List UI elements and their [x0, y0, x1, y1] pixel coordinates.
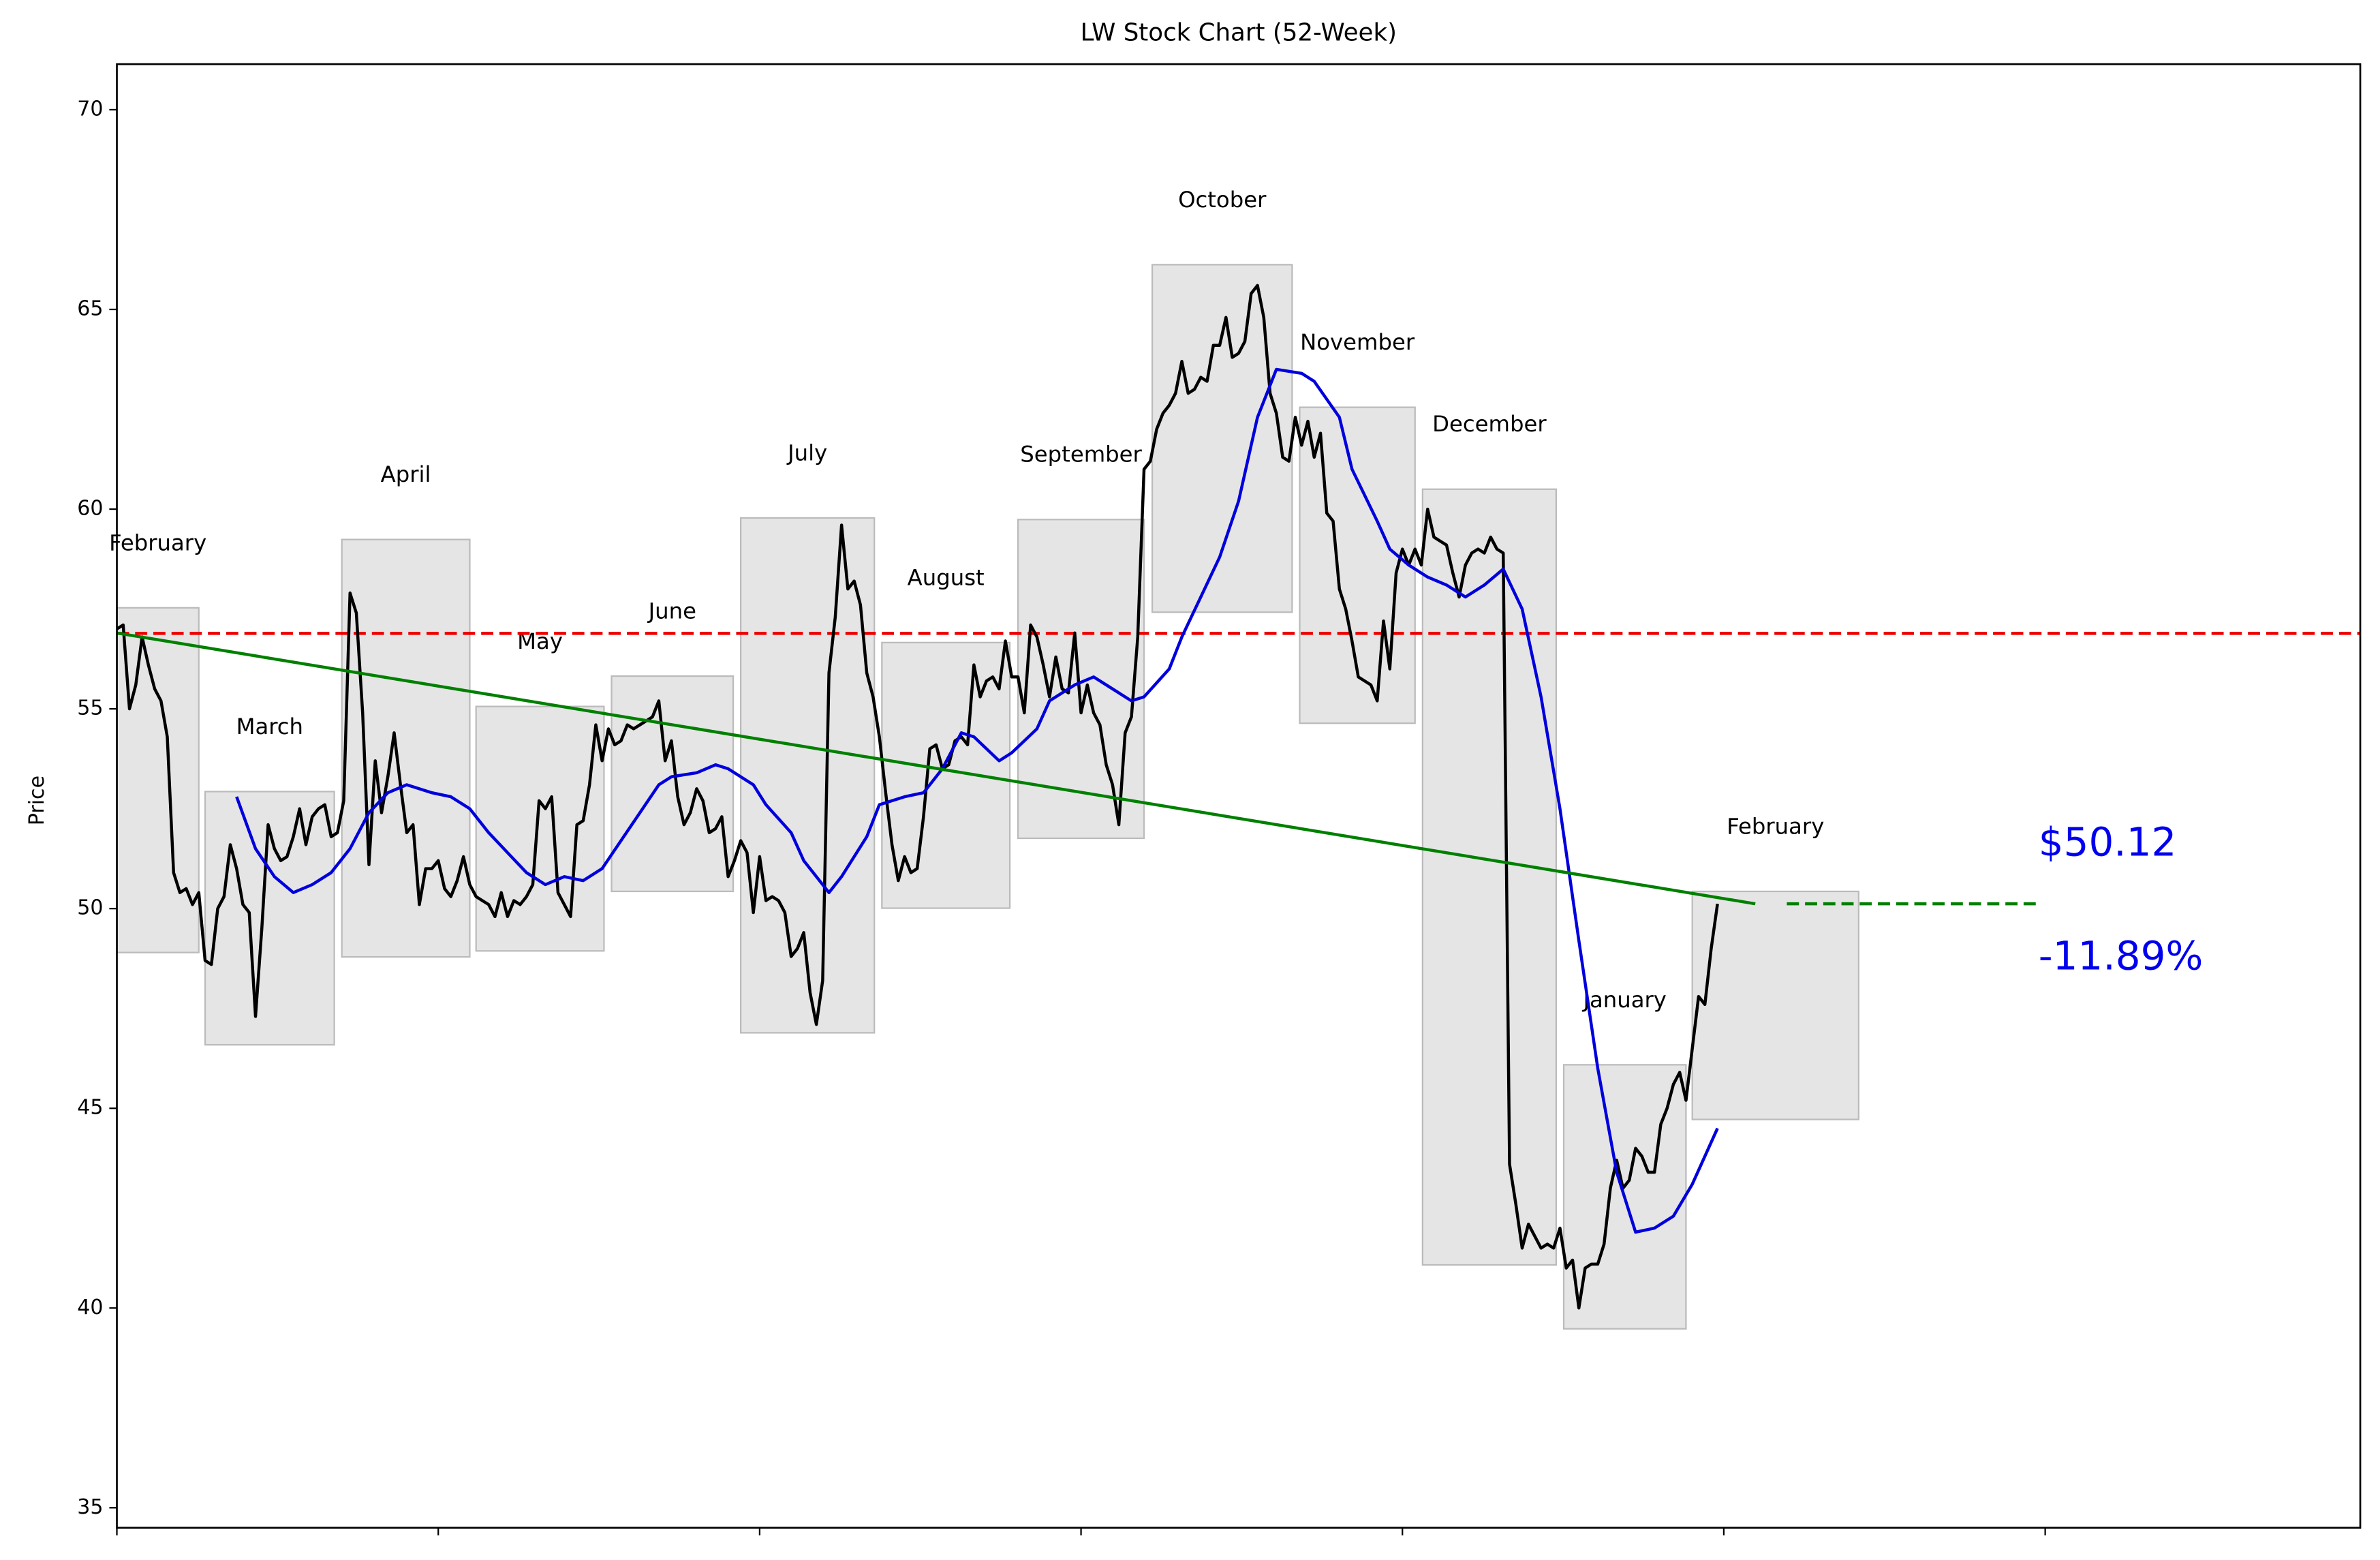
month-label: June	[647, 598, 696, 624]
month-box	[1017, 519, 1145, 840]
y-tick-label: 55	[77, 697, 103, 720]
month-box	[1421, 488, 1558, 1266]
price-line	[235, 367, 1719, 1234]
y-tick-label: 40	[77, 1296, 103, 1319]
month-label: December	[1432, 411, 1547, 437]
month-box	[611, 675, 735, 893]
price-line	[116, 284, 1719, 1310]
month-label: September	[1020, 442, 1142, 468]
price-label: $50.12	[2039, 819, 2177, 865]
month-boxes: FebruaryMarchAprilMayJuneJulyAugustSepte…	[109, 187, 1859, 1330]
y-tick-label: 70	[77, 97, 103, 121]
y-tick-label: 35	[77, 1495, 103, 1519]
month-box	[740, 517, 876, 1034]
y-tick-label: 45	[77, 1096, 103, 1120]
plot-lines	[116, 284, 2361, 1310]
y-tick-label: 65	[77, 297, 103, 321]
month-label: August	[908, 564, 985, 590]
month-label: July	[786, 440, 827, 465]
plot-frame	[116, 63, 2362, 1529]
y-tick-label: 50	[77, 896, 103, 920]
month-label: April	[381, 461, 431, 487]
month-label: March	[236, 714, 303, 739]
change-label: -11.89%	[2039, 932, 2204, 979]
month-box	[1151, 264, 1293, 613]
month-box	[116, 607, 200, 953]
axes: 35 40 45 50 55 60 65 70	[77, 63, 2362, 1535]
chart-title: LW Stock Chart (52-Week)	[1081, 19, 1397, 47]
trend-line	[117, 631, 1756, 906]
month-label: October	[1178, 187, 1267, 213]
month-label: February	[1727, 813, 1824, 839]
month-label: November	[1300, 329, 1415, 355]
y-axis-label: Price	[25, 776, 49, 825]
month-label: February	[109, 530, 206, 555]
month-label: January	[1581, 987, 1666, 1013]
y-tick-label: 60	[77, 497, 103, 521]
month-box	[1691, 890, 1859, 1120]
